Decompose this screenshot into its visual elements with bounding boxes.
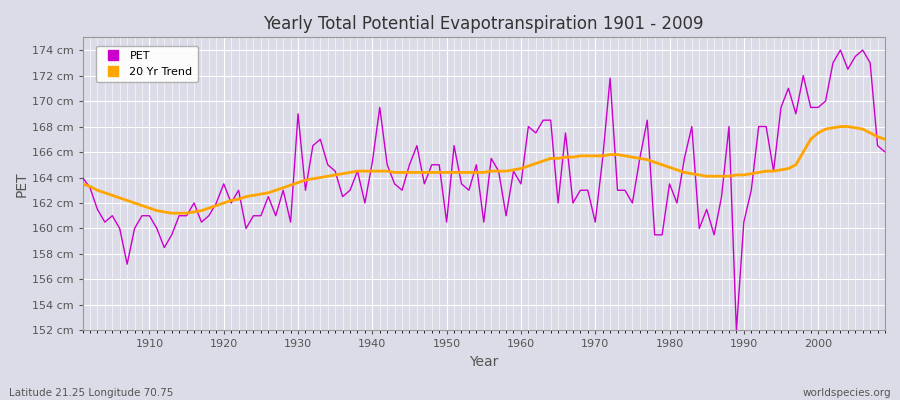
PET [879,150,890,154]
20 Yr Trend [308,176,319,181]
20 Yr Trend [612,152,623,157]
20 Yr Trend [166,211,177,216]
PET [605,76,616,80]
PET [77,175,88,180]
Line: 20 Yr Trend: 20 Yr Trend [83,126,885,213]
Title: Yearly Total Potential Evapotranspiration 1901 - 2009: Yearly Total Potential Evapotranspiratio… [264,15,704,33]
PET [516,182,526,186]
20 Yr Trend [516,166,526,171]
20 Yr Trend [879,137,890,142]
20 Yr Trend [137,203,148,208]
X-axis label: Year: Year [469,355,499,369]
PET [300,188,310,193]
20 Yr Trend [352,169,363,174]
Y-axis label: PET: PET [15,171,29,197]
20 Yr Trend [523,164,534,168]
PET [508,169,519,174]
20 Yr Trend [77,182,88,186]
PET [835,48,846,52]
PET [137,213,148,218]
Legend: PET, 20 Yr Trend: PET, 20 Yr Trend [96,46,198,82]
PET [731,328,742,333]
20 Yr Trend [835,124,846,129]
Line: PET: PET [83,50,885,330]
Text: Latitude 21.25 Longitude 70.75: Latitude 21.25 Longitude 70.75 [9,388,174,398]
PET [345,188,356,193]
Text: worldspecies.org: worldspecies.org [803,388,891,398]
